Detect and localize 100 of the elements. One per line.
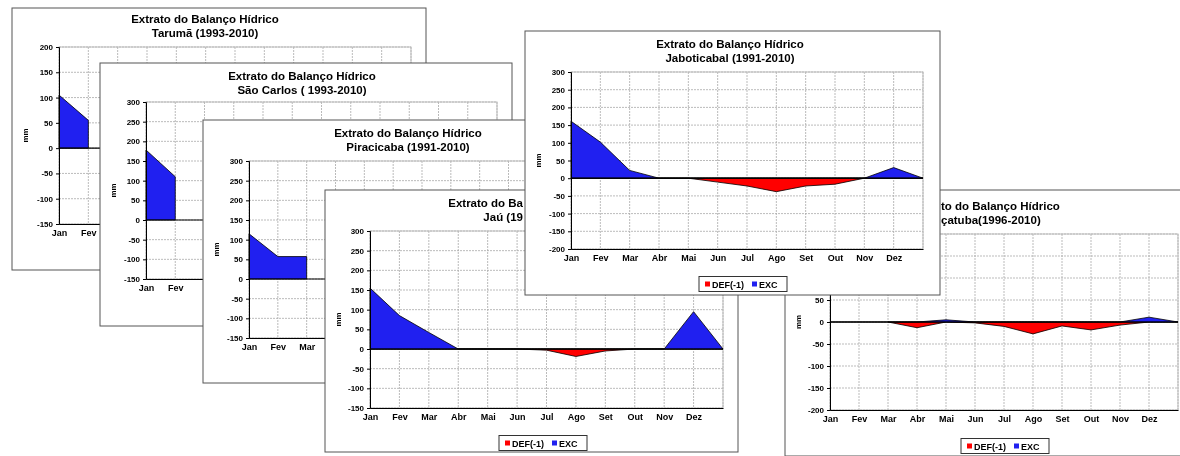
x-tick-label: Jan [362, 412, 379, 423]
chart-subtitle: São Carlos ( 1993-2010) [237, 84, 367, 96]
y-tick-label: 300 [551, 68, 566, 78]
legend-label: DEF(-1) [712, 279, 744, 290]
y-tick-label: -50 [41, 169, 54, 179]
x-tick-label: Mai [938, 414, 955, 425]
x-tick-label: Dez [686, 412, 703, 423]
y-tick-label: -50 [231, 294, 244, 304]
y-tick-label: 100 [350, 305, 365, 315]
x-tick-label: Mar [299, 342, 316, 353]
x-tick-label: Jan [51, 228, 68, 239]
chart-title: Extrato do Balanço Hídrico [131, 13, 279, 25]
legend-label: EXC [1021, 441, 1041, 452]
legend-label: DEF(-1) [974, 441, 1006, 452]
y-axis-title: mm [794, 314, 803, 330]
y-axis-title: mm [534, 153, 543, 168]
y-tick-label: 200 [551, 103, 566, 113]
y-axis-title: mm [109, 183, 118, 198]
y-tick-label: 0 [359, 345, 365, 355]
y-tick-label: 200 [39, 43, 54, 53]
x-tick-label: Jul [740, 253, 755, 264]
chart-title: Extrato do Balanço Hídrico [656, 38, 804, 50]
y-axis-title: mm [212, 242, 221, 257]
y-tick-label: -100 [36, 194, 54, 204]
y-axis-title: mm [21, 128, 30, 143]
legend-label: EXC [559, 438, 579, 449]
y-tick-label: 0 [238, 275, 244, 285]
y-tick-label: -150 [226, 334, 244, 344]
x-tick-label: Set [598, 412, 613, 423]
x-tick-label: Mar [421, 412, 438, 423]
x-tick-label: Jan [563, 253, 580, 264]
y-tick-label: -150 [36, 220, 54, 230]
y-tick-label: -200 [548, 245, 566, 255]
y-tick-label: 200 [350, 266, 365, 276]
x-tick-label: Mai [681, 253, 697, 264]
y-tick-label: -150 [807, 384, 825, 394]
legend-label: EXC [759, 279, 779, 290]
y-tick-label: -150 [123, 275, 141, 285]
x-tick-label: Jun [967, 414, 984, 425]
y-tick-label: 150 [126, 157, 141, 167]
x-tick-label: Set [799, 253, 814, 264]
x-tick-label: Abr [451, 412, 467, 423]
x-tick-label: Fev [851, 414, 868, 425]
x-tick-label: Dez [1141, 414, 1158, 425]
y-tick-label: -50 [812, 340, 825, 350]
x-tick-label: Out [1083, 414, 1100, 425]
y-tick-label: 100 [229, 235, 244, 245]
y-tick-label: 150 [551, 121, 566, 131]
y-tick-label: -100 [347, 384, 365, 394]
y-tick-label: -100 [548, 209, 566, 219]
chart-title: Extrato do Ba [448, 197, 524, 209]
y-tick-label: -50 [553, 191, 566, 201]
x-tick-label: Fev [593, 253, 609, 264]
x-tick-label: Jul [540, 412, 554, 423]
y-tick-label: 0 [560, 174, 566, 184]
y-tick-label: 0 [135, 216, 141, 226]
x-tick-label: Nov [656, 412, 674, 423]
y-tick-label: -50 [128, 235, 141, 245]
y-tick-label: -50 [352, 364, 365, 374]
y-tick-label: 50 [556, 156, 566, 166]
y-tick-label: -200 [807, 406, 825, 416]
y-tick-label: 200 [229, 196, 244, 206]
y-tick-label: 300 [229, 157, 244, 167]
y-tick-label: 300 [126, 98, 141, 108]
chart-subtitle: Tarumã (1993-2010) [151, 27, 259, 39]
y-tick-label: 100 [126, 176, 141, 186]
x-tick-label: Nov [856, 253, 874, 264]
y-tick-label: 150 [229, 216, 244, 226]
x-tick-label: Out [827, 253, 844, 264]
x-tick-label: Ago [768, 253, 787, 264]
x-tick-label: Nov [1111, 414, 1130, 425]
x-tick-label: Abr [909, 414, 926, 425]
y-tick-label: 200 [126, 137, 141, 147]
x-tick-label: Ago [1024, 414, 1043, 425]
y-tick-label: 150 [39, 68, 54, 78]
x-tick-label: Jan [822, 414, 839, 425]
chart-subtitle: Piracicaba (1991-2010) [346, 141, 470, 153]
y-tick-label: -100 [807, 362, 825, 372]
x-tick-label: Ago [567, 412, 586, 423]
y-tick-label: 0 [48, 144, 54, 154]
chart-title: to do Balanço Hídrico [941, 200, 1060, 212]
y-tick-label: 100 [551, 138, 566, 148]
y-tick-label: -100 [123, 255, 141, 265]
chart-title: Extrato do Balanço Hídrico [228, 70, 376, 82]
x-tick-label: Fev [392, 412, 408, 423]
y-tick-label: 250 [126, 117, 141, 127]
x-tick-label: Jun [710, 253, 727, 264]
x-tick-label: Mai [480, 412, 496, 423]
y-tick-label: 50 [131, 196, 141, 206]
x-tick-label: Jan [138, 283, 155, 294]
chart-subtitle: Jaú (19 [483, 211, 523, 223]
y-tick-label: -150 [548, 227, 566, 237]
y-tick-label: 150 [350, 286, 365, 296]
y-tick-label: 250 [229, 176, 244, 186]
legend-label: DEF(-1) [512, 438, 544, 449]
y-axis-title: mm [334, 312, 343, 327]
chart-title: Extrato do Balanço Hídrico [334, 127, 482, 139]
y-tick-label: 250 [350, 246, 365, 256]
y-tick-label: -150 [347, 404, 365, 414]
y-tick-label: 50 [44, 118, 54, 128]
